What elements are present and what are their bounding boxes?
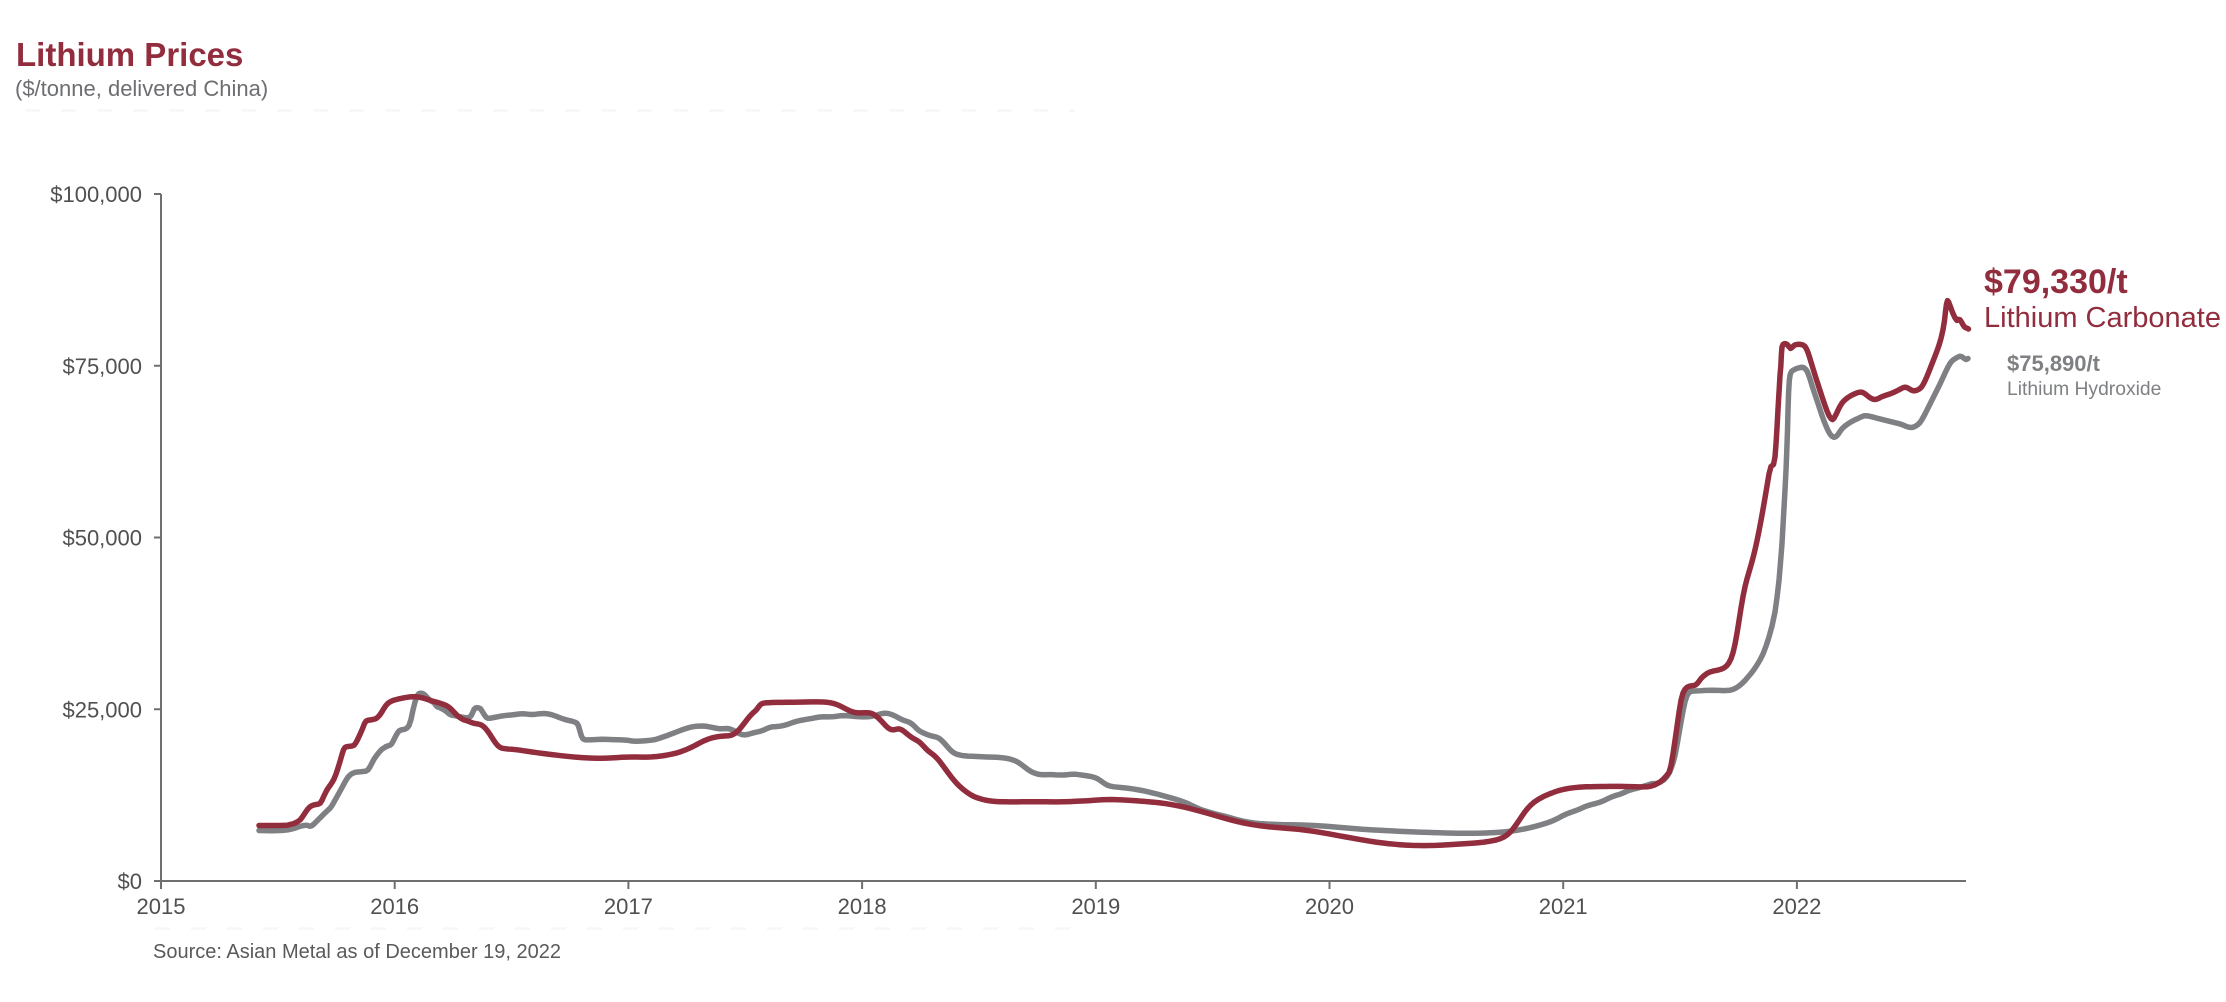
svg-text:2016: 2016 (370, 894, 419, 919)
svg-text:2022: 2022 (1772, 894, 1821, 919)
svg-text:Lithium Carbonate: Lithium Carbonate (1984, 302, 2221, 334)
svg-text:$0: $0 (118, 869, 142, 894)
svg-text:$75,890/t: $75,890/t (2007, 351, 2101, 376)
svg-text:2021: 2021 (1539, 894, 1588, 919)
svg-text:$25,000: $25,000 (62, 697, 142, 722)
svg-text:2017: 2017 (604, 894, 653, 919)
svg-text:$75,000: $75,000 (62, 354, 142, 379)
svg-text:2020: 2020 (1305, 894, 1354, 919)
svg-text:$100,000: $100,000 (50, 182, 142, 207)
svg-text:($/tonne, delivered China): ($/tonne, delivered China) (15, 76, 268, 101)
svg-text:2018: 2018 (838, 894, 887, 919)
svg-text:Lithium Prices: Lithium Prices (16, 36, 243, 73)
svg-text:$50,000: $50,000 (62, 526, 142, 551)
svg-text:2019: 2019 (1071, 894, 1120, 919)
svg-text:Lithium Hydroxide: Lithium Hydroxide (2007, 379, 2161, 400)
svg-text:Source: Asian Metal as of Dece: Source: Asian Metal as of December 19, 2… (153, 941, 561, 963)
svg-text:2015: 2015 (137, 894, 186, 919)
svg-text:$79,330/t: $79,330/t (1984, 263, 2128, 301)
